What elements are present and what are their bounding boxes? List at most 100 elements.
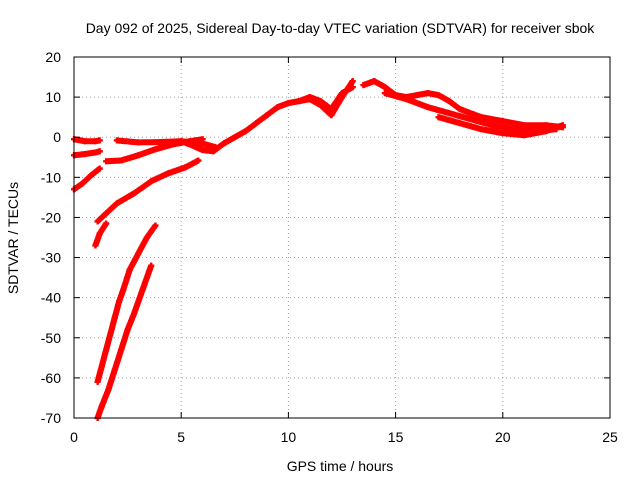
y-tick-label: 10 <box>45 89 61 105</box>
data-point <box>165 170 172 177</box>
data-point <box>349 78 356 85</box>
data-point <box>199 147 206 154</box>
x-tick-label: 0 <box>70 429 78 445</box>
data-point <box>103 346 110 353</box>
data-point <box>182 164 189 171</box>
data-point <box>339 90 345 97</box>
x-tick-label: 15 <box>388 429 404 445</box>
data-point <box>467 116 474 123</box>
data-point <box>152 146 159 153</box>
data-point <box>381 84 388 91</box>
data-point <box>98 402 105 409</box>
data-point <box>489 122 496 129</box>
data-point <box>403 96 410 103</box>
data-point <box>118 346 125 353</box>
data-point <box>131 310 138 317</box>
x-tick-label: 20 <box>495 429 511 445</box>
data-point <box>446 110 453 117</box>
data-point <box>188 142 195 149</box>
data-point <box>478 126 485 133</box>
series-markers <box>296 84 356 113</box>
data-point <box>199 140 206 147</box>
data-point <box>124 326 131 333</box>
y-tick-label: -40 <box>41 290 61 306</box>
data-point <box>414 92 421 99</box>
data-point <box>131 190 138 197</box>
data-point <box>139 286 146 293</box>
series-arc-c <box>71 165 103 193</box>
data-point <box>253 120 260 127</box>
data-point <box>96 137 103 144</box>
chart-title: Day 092 of 2025, Sidereal Day-to-day VTE… <box>86 20 596 36</box>
y-tick-label: 20 <box>45 49 61 65</box>
y-tick-label: -10 <box>41 169 61 185</box>
data-point <box>306 94 313 101</box>
data-point <box>113 137 120 144</box>
data-point <box>210 148 217 155</box>
x-tick-label: 25 <box>602 429 618 445</box>
x-tick-label: 5 <box>177 429 185 445</box>
x-tick-label: 10 <box>281 429 297 445</box>
data-point <box>435 114 442 121</box>
data-point <box>456 106 463 113</box>
data-point <box>92 242 99 249</box>
y-tick-label: -70 <box>41 410 61 426</box>
data-point <box>96 230 103 237</box>
data-point <box>178 138 185 145</box>
data-point <box>148 178 155 185</box>
data-point <box>98 362 105 369</box>
y-tick-label: 0 <box>53 129 61 145</box>
data-point <box>81 151 88 158</box>
y-tick-label: -50 <box>41 330 61 346</box>
data-point <box>381 90 388 97</box>
data-point <box>96 165 103 172</box>
series-arc-g <box>92 220 110 249</box>
data-point <box>148 262 155 269</box>
data-point <box>107 330 114 337</box>
data-point <box>118 157 125 164</box>
data-point <box>135 250 142 257</box>
data-point <box>242 128 249 135</box>
grid-lines <box>74 57 610 418</box>
data-point <box>113 200 120 207</box>
data-point <box>274 104 281 111</box>
data-point <box>371 78 378 85</box>
data-point <box>231 134 238 141</box>
axis-ticks: 0 5 10 15 20 25 -70 -60 -50 -40 -30 -20 -10 0 10 20 <box>41 49 618 445</box>
data-point <box>263 112 270 119</box>
y-tick-label: -20 <box>41 209 61 225</box>
y-axis-label: SDTVAR / TECUs <box>5 182 21 294</box>
data-point <box>195 157 202 164</box>
plot-frame <box>73 56 611 419</box>
data-point <box>88 172 95 179</box>
data-point <box>296 98 303 105</box>
data-point <box>542 128 549 135</box>
series-arc-b <box>71 148 103 159</box>
data-point <box>499 118 506 125</box>
data-point <box>135 139 142 146</box>
data-point <box>360 82 367 89</box>
x-axis-label: GPS time / hours <box>287 458 394 474</box>
data-point <box>221 140 228 147</box>
data-point <box>94 218 101 225</box>
data-point <box>81 138 88 145</box>
data-point <box>349 84 356 91</box>
data-point <box>435 92 442 99</box>
data-point <box>79 180 86 187</box>
data-point <box>143 234 150 241</box>
data-point <box>424 104 431 111</box>
data-point <box>559 122 566 129</box>
data-point <box>456 120 463 127</box>
data-point <box>521 132 528 139</box>
data-point <box>285 100 292 107</box>
data-point <box>103 220 110 227</box>
series-arc-k <box>296 84 356 113</box>
data-point <box>424 90 431 97</box>
data-point <box>103 210 110 217</box>
data-point <box>120 286 127 293</box>
data-point <box>156 139 163 146</box>
data-point <box>96 148 103 155</box>
data-point <box>152 222 159 229</box>
